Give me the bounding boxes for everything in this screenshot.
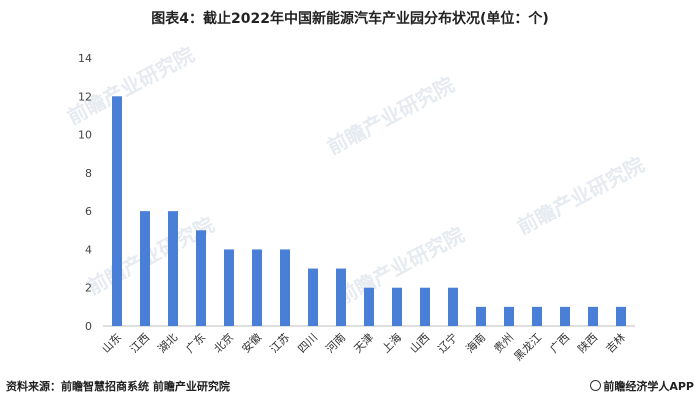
y-tick-label: 10 bbox=[78, 129, 92, 142]
x-tick-label: 天津 bbox=[351, 331, 376, 356]
bar bbox=[224, 249, 234, 326]
bar bbox=[392, 287, 402, 326]
x-tick-label: 广东 bbox=[183, 331, 208, 356]
x-tick-label: 江苏 bbox=[267, 331, 292, 356]
brand-logo-icon bbox=[590, 380, 602, 391]
bar bbox=[588, 306, 598, 326]
brand-label[interactable]: 前瞻经济学人APP bbox=[590, 378, 694, 394]
x-tick-label: 上海 bbox=[379, 330, 404, 355]
bar bbox=[252, 249, 262, 326]
bar bbox=[532, 306, 542, 326]
bar bbox=[196, 230, 206, 326]
x-tick-label: 贵州 bbox=[491, 331, 516, 356]
x-tick-label: 海南 bbox=[463, 330, 488, 355]
bar bbox=[616, 306, 626, 326]
bar bbox=[448, 287, 458, 326]
y-tick-label: 8 bbox=[85, 167, 92, 180]
bar bbox=[308, 268, 318, 326]
x-tick-label: 山西 bbox=[407, 331, 432, 356]
x-tick-label: 广西 bbox=[547, 331, 572, 356]
x-tick-label: 四川 bbox=[295, 331, 320, 356]
y-tick-label: 2 bbox=[85, 282, 92, 295]
bar bbox=[336, 268, 346, 326]
chart-title: 图表4：截止2022年中国新能源汽车产业园分布状况(单位：个) bbox=[151, 11, 549, 27]
bar bbox=[420, 287, 430, 326]
bar bbox=[112, 96, 122, 327]
y-tick-label: 14 bbox=[78, 52, 92, 65]
bar bbox=[504, 306, 514, 326]
bar bbox=[476, 306, 486, 326]
x-tick-label: 陕西 bbox=[575, 330, 600, 355]
x-tick-label: 北京 bbox=[211, 330, 236, 355]
x-tick-label: 吉林 bbox=[603, 330, 628, 355]
bar bbox=[560, 306, 570, 326]
source-note: 资料来源：前瞻智慧招商系统 前瞻产业研究院 bbox=[6, 380, 230, 393]
brand-name: 前瞻经济学人APP bbox=[603, 380, 694, 393]
y-tick-label: 0 bbox=[85, 320, 92, 333]
x-tick-label: 安徽 bbox=[239, 330, 264, 355]
x-tick-label: 黑龙江 bbox=[512, 331, 545, 364]
bar bbox=[364, 287, 374, 326]
bar bbox=[280, 249, 290, 326]
x-tick-label: 江西 bbox=[127, 331, 152, 356]
bar bbox=[168, 211, 178, 326]
y-tick-label: 6 bbox=[85, 205, 92, 218]
x-tick-label: 辽宁 bbox=[435, 330, 460, 355]
y-tick-label: 4 bbox=[85, 243, 92, 256]
bar bbox=[140, 211, 150, 326]
y-tick-label: 12 bbox=[78, 90, 92, 103]
x-tick-label: 湖北 bbox=[155, 331, 180, 356]
x-tick-label: 河南 bbox=[323, 331, 348, 356]
footer: 资料来源：前瞻智慧招商系统 前瞻产业研究院 前瞻经济学人APP bbox=[6, 376, 694, 396]
x-tick-label: 山东 bbox=[99, 331, 124, 356]
